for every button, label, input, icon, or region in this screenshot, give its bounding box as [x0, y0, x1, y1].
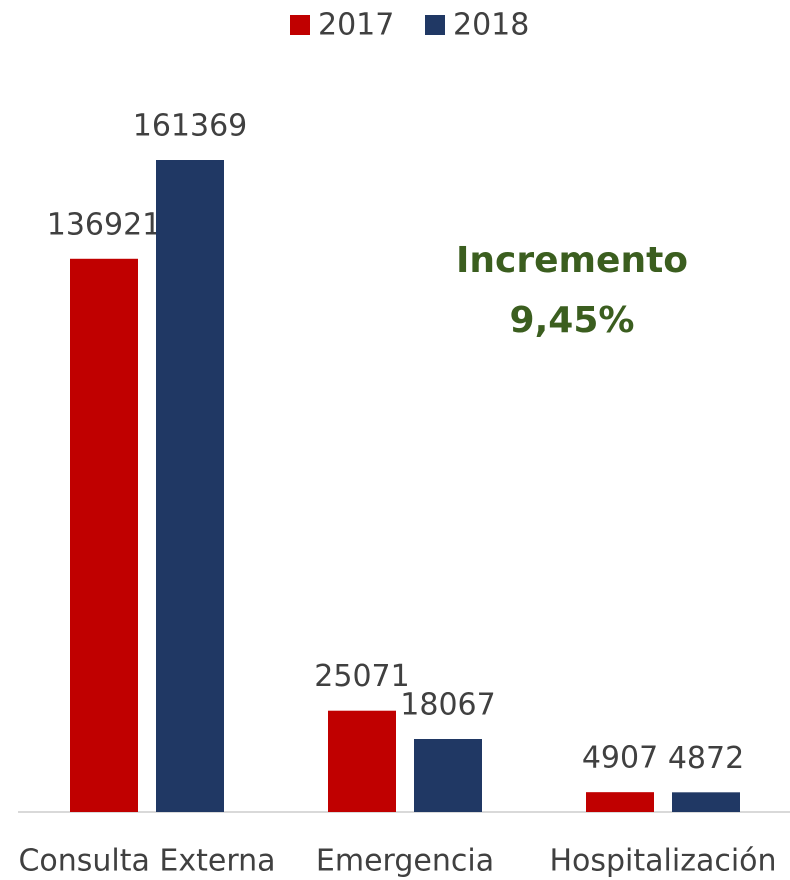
bar — [70, 258, 138, 812]
data-label: 4872 — [668, 741, 744, 776]
data-label: 25071 — [314, 659, 409, 694]
legend-swatch — [425, 15, 445, 35]
bar — [586, 792, 654, 812]
x-tick-label: Emergencia — [316, 844, 494, 879]
legend-swatch — [290, 15, 310, 35]
annotation: Incremento — [456, 240, 688, 281]
bar — [328, 710, 396, 812]
data-label: 161369 — [133, 109, 248, 144]
legend-label: 2018 — [453, 8, 529, 43]
x-tick-label: Hospitalización — [549, 844, 776, 879]
x-tick-label: Consulta Externa — [18, 844, 275, 879]
annotation: 9,45% — [510, 300, 635, 341]
data-label: 136921 — [47, 207, 162, 242]
legend-label: 2017 — [318, 8, 394, 43]
bar — [672, 792, 740, 812]
bar — [414, 739, 482, 812]
bar — [156, 160, 224, 812]
data-label: 18067 — [400, 688, 495, 723]
data-label: 4907 — [582, 741, 658, 776]
